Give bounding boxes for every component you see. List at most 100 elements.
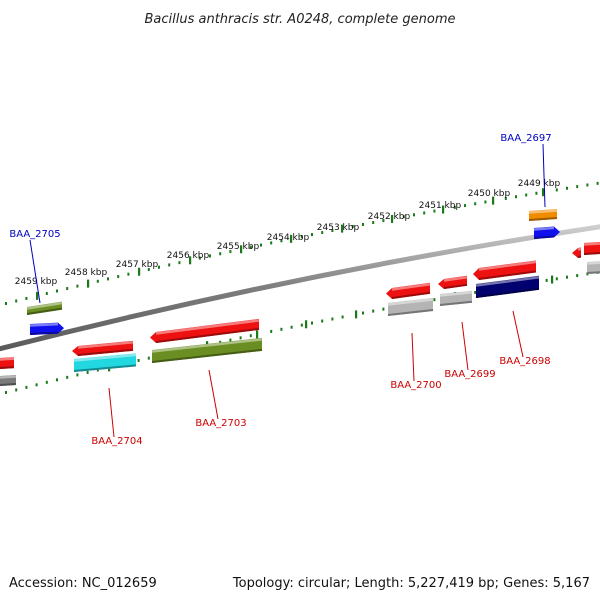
tick-label: 2456 kbp <box>167 251 210 261</box>
outer-minor-tick <box>209 254 211 258</box>
outer-minor-tick <box>535 191 538 195</box>
outer-minor-tick <box>321 231 324 235</box>
outer-minor-tick <box>147 268 150 272</box>
tick-label: 2452 kbp <box>368 212 411 222</box>
outer-minor-tick <box>423 211 426 215</box>
tick-label: 2454 kbp <box>267 233 310 243</box>
inner-minor-tick <box>137 358 140 362</box>
tick-label: 2459 kbp <box>15 277 58 287</box>
outer-minor-tick <box>15 299 18 303</box>
outer-minor-tick <box>66 287 69 291</box>
outer-major-tick <box>492 196 495 205</box>
feature-arrow-blue <box>29 322 64 335</box>
gene-label-baa-2705: BAA_2705 <box>9 229 61 304</box>
leader-line <box>108 387 115 438</box>
outer-minor-tick <box>260 243 262 247</box>
outer-minor-tick <box>484 200 487 204</box>
inner-minor-tick <box>321 319 324 323</box>
outer-minor-tick <box>107 277 109 281</box>
outer-minor-tick <box>525 193 528 197</box>
gene-label-text: BAA_2700 <box>390 380 441 391</box>
outer-major-tick <box>36 291 39 300</box>
feature-arrow-red <box>72 340 134 356</box>
leader-line <box>461 321 469 371</box>
outer-major-tick <box>341 224 344 233</box>
inner-minor-tick <box>56 378 58 382</box>
outer-minor-tick <box>219 252 222 256</box>
outer-minor-tick <box>596 181 599 185</box>
feature-block-red <box>0 357 15 369</box>
inner-major-tick <box>355 310 358 319</box>
inner-minor-tick <box>239 336 242 340</box>
feature-block-navy <box>475 275 540 298</box>
inner-minor-tick <box>290 325 293 329</box>
outer-minor-tick <box>45 291 48 295</box>
outer-major-tick <box>87 279 90 288</box>
inner-minor-tick <box>576 274 579 278</box>
outer-minor-tick <box>280 239 283 243</box>
gene-label-text: BAA_2703 <box>195 418 246 429</box>
feature-group <box>0 209 600 386</box>
inner-minor-tick <box>270 329 273 333</box>
leader-line <box>29 239 41 304</box>
outer-minor-tick <box>362 222 364 226</box>
feature-arrow-red <box>572 247 582 258</box>
leader-line <box>208 369 219 420</box>
gene-label-baa-2703: BAA_2703 <box>195 369 247 429</box>
outer-minor-tick <box>402 215 405 219</box>
outer-minor-tick <box>372 221 375 225</box>
inner-minor-tick <box>545 278 548 282</box>
inner-major-tick <box>256 330 259 339</box>
inner-minor-tick <box>229 338 232 342</box>
outer-minor-tick <box>158 265 160 269</box>
outer-minor-tick <box>178 261 181 265</box>
outer-minor-tick <box>474 202 477 206</box>
inner-minor-tick <box>555 277 558 281</box>
tick-label: 2455 kbp <box>217 242 260 252</box>
leader-line <box>411 332 415 382</box>
feature-block-grey <box>387 298 434 316</box>
outer-minor-tick <box>270 241 273 245</box>
outer-minor-tick <box>127 272 130 276</box>
outer-minor-tick <box>586 183 589 187</box>
outer-minor-tick <box>413 213 415 217</box>
outer-major-tick <box>290 234 293 243</box>
inner-minor-tick <box>300 323 303 327</box>
outer-minor-tick <box>464 204 466 208</box>
outer-minor-tick <box>515 195 517 199</box>
outer-major-tick <box>542 188 545 197</box>
outer-major-tick <box>189 256 192 265</box>
inner-minor-tick <box>96 368 99 372</box>
gene-label-text: BAA_2699 <box>444 369 495 380</box>
genome-backbone <box>0 224 600 352</box>
inner-minor-tick <box>566 275 568 279</box>
outer-major-tick <box>240 245 243 254</box>
outer-minor-tick <box>76 284 79 288</box>
inner-minor-tick <box>280 327 283 331</box>
inner-minor-tick <box>382 307 385 311</box>
gene-label-text: BAA_2705 <box>9 229 60 240</box>
feature-arrow-red <box>473 260 537 280</box>
gene-label-text: BAA_2704 <box>91 436 142 447</box>
inner-minor-tick <box>66 375 69 379</box>
inner-minor-tick <box>76 373 79 377</box>
outer-minor-tick <box>229 250 232 254</box>
topology-summary: Topology: circular; Length: 5,227,419 bp… <box>232 576 590 591</box>
inner-minor-tick <box>362 311 364 315</box>
feature-block-olive <box>26 301 63 315</box>
gene-label-text: BAA_2697 <box>500 133 551 144</box>
outer-minor-tick <box>300 235 303 239</box>
tick-label: 2457 kbp <box>116 260 159 270</box>
outer-minor-tick <box>504 196 507 200</box>
feature-arrow-red <box>386 282 431 299</box>
tick-label: 2450 kbp <box>468 189 511 199</box>
outer-minor-tick <box>96 279 99 283</box>
feature-arrow-blue <box>533 226 560 239</box>
feature-block-red <box>583 242 600 255</box>
feature-arrow-red <box>438 275 468 289</box>
inner-major-tick <box>305 320 308 329</box>
inner-major-tick <box>551 275 554 284</box>
gene-label-baa-2697: BAA_2697 <box>500 133 552 208</box>
tick-label: 2453 kbp <box>317 223 360 233</box>
inner-minor-tick <box>474 290 477 294</box>
